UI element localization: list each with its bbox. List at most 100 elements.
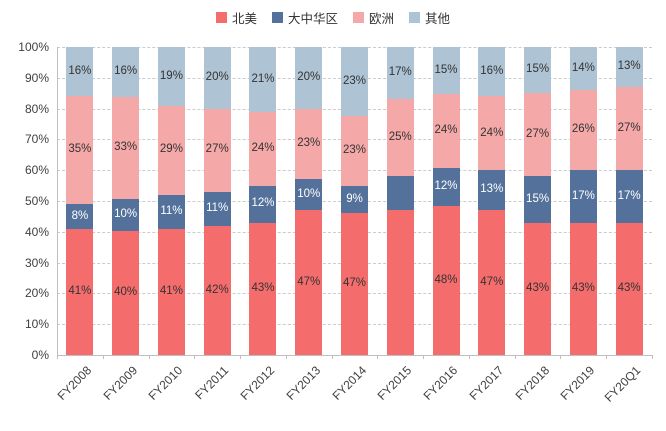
bar-segment-others-FY2017: 16% (478, 47, 506, 97)
data-label: 27% (205, 143, 229, 156)
data-label: 27% (617, 121, 641, 134)
legend-label: 大中华区 (287, 12, 338, 26)
data-label: 20% (297, 71, 321, 84)
data-label: 33% (114, 141, 138, 154)
bar-segment-europe-FY2018: 27% (524, 93, 552, 177)
bar-segment-north-america-FY2016: 48% (432, 205, 460, 355)
data-label: 47% (480, 275, 504, 288)
x-axis-tick (560, 355, 562, 359)
data-label: 17% (571, 189, 595, 202)
bar-segment-north-america-FY2012: 43% (249, 222, 277, 355)
y-axis-tick-label: 70% (24, 132, 49, 147)
data-label: 41% (68, 285, 92, 298)
bar-segment-europe-FY2009: 33% (112, 96, 140, 200)
bar-segment-europe-FY2015: 25% (386, 99, 414, 177)
chart-legend: 北美 大中华区 欧洲 其他 (0, 8, 666, 27)
data-label: 24% (434, 124, 458, 137)
data-label: 10% (114, 208, 138, 221)
bar-segment-others-FY2009: 16% (112, 47, 140, 97)
bar-segment-greater-china-FY2019: 17% (569, 170, 597, 223)
data-label: 16% (480, 64, 504, 77)
bar-segment-greater-china-FY2010: 11% (157, 194, 185, 229)
bar-segment-north-america-FY2010: 41% (157, 228, 185, 355)
bar-segment-north-america-FY2014: 47% (341, 213, 368, 355)
y-axis-tick-label: 30% (24, 255, 49, 270)
bar-segment-north-america-FY2009: 40% (112, 230, 140, 355)
x-axis-tick (148, 355, 150, 359)
data-label: 19% (159, 69, 183, 82)
bar-segment-others-FY2014: 23% (341, 47, 368, 117)
bar-segment-north-america-FY2018: 43% (524, 222, 552, 355)
bar-segment-north-america-FY20Q1: 43% (615, 222, 643, 355)
bar-segment-north-america-FY2019: 43% (569, 222, 597, 355)
bar-segment-north-america-FY2008: 41% (66, 228, 94, 355)
data-label: 42% (205, 283, 229, 296)
data-label: 14% (571, 61, 595, 74)
bar-segment-greater-china-FY2017: 13% (478, 170, 506, 211)
data-label: 12% (251, 197, 275, 210)
data-label: 29% (159, 143, 183, 156)
x-axis-line (57, 355, 652, 356)
data-label: 23% (342, 74, 367, 87)
bar-segment-north-america-FY2011: 42% (203, 225, 231, 355)
bar-segment-europe-FY20Q1: 27% (615, 87, 643, 171)
bar-segment-europe-FY2014: 23% (341, 116, 368, 186)
bar-segment-europe-FY2013: 23% (295, 108, 323, 180)
y-axis-tick-label: 100% (18, 40, 49, 54)
legend-swatch-north-america (215, 12, 227, 23)
data-label: 25% (388, 131, 412, 144)
bar-segment-europe-FY2010: 29% (157, 105, 185, 195)
data-label: 23% (342, 144, 367, 157)
data-label: 12% (434, 180, 458, 193)
data-label: 43% (571, 282, 595, 295)
data-label: 43% (617, 282, 641, 295)
legend-item-europe: 欧洲 (353, 8, 394, 27)
bar-segment-others-FY2011: 20% (203, 47, 231, 109)
legend-item-greater-china: 大中华区 (271, 8, 338, 27)
bar-segment-others-FY2018: 15% (524, 47, 552, 94)
x-axis-tick (652, 355, 653, 359)
x-axis-tick (606, 355, 608, 359)
bar-segment-greater-china-FY2009: 10% (112, 199, 140, 231)
bar-segment-greater-china-FY2011: 11% (203, 191, 231, 226)
y-axis-tick-label: 80% (24, 101, 49, 116)
y-axis-tick-label: 50% (24, 194, 49, 208)
data-label: 47% (342, 277, 367, 290)
bar-segment-greater-china-FY2008: 8% (66, 204, 94, 229)
data-label: 47% (297, 275, 321, 288)
bar-segment-europe-FY2008: 35% (66, 96, 94, 205)
bar-segment-greater-china-FY2012: 12% (249, 185, 277, 223)
legend-label: 其他 (425, 12, 451, 26)
data-label: 35% (68, 143, 92, 156)
bar-segment-europe-FY2012: 24% (249, 111, 277, 186)
x-axis-tick (377, 355, 379, 359)
y-axis-tick-label: 90% (24, 70, 49, 85)
data-label: 43% (526, 282, 550, 295)
x-axis-tick (102, 355, 104, 359)
x-axis-tick (240, 355, 242, 359)
y-axis-tick-label: 40% (24, 224, 49, 239)
data-label: 40% (114, 286, 138, 299)
bar-segment-greater-china-FY2014: 9% (341, 185, 368, 214)
x-axis-tick (285, 355, 287, 359)
data-label: 17% (388, 66, 412, 79)
data-label: 15% (526, 63, 550, 76)
bar-segment-others-FY2015: 17% (386, 47, 414, 100)
legend-swatch-europe (353, 12, 364, 23)
data-label: 23% (297, 137, 321, 150)
bar-segment-europe-FY2011: 27% (203, 108, 231, 192)
legend-label: 北美 (231, 12, 257, 26)
bar-segment-north-america-FY2013: 47% (295, 210, 323, 355)
x-axis-tick (423, 355, 425, 359)
bar-segment-north-america-FY2015 (386, 210, 414, 355)
legend-swatch-greater-china (271, 12, 283, 23)
data-label: 43% (251, 282, 275, 295)
legend-item-north-america: 北美 (215, 8, 257, 27)
plot-area: 0% 10% 20% 30% 40% 50% 60% 70% 80% 90% 100% 41% 8% 3… (18, 41, 653, 405)
legend-item-others: 其他 (409, 8, 450, 27)
y-axis-tick-label: 20% (24, 286, 49, 301)
bar-segment-greater-china-FY2016: 12% (432, 168, 460, 206)
bar-segment-europe-FY2016: 24% (432, 93, 460, 169)
bar-segment-greater-china-FY20Q1: 17% (615, 170, 643, 223)
